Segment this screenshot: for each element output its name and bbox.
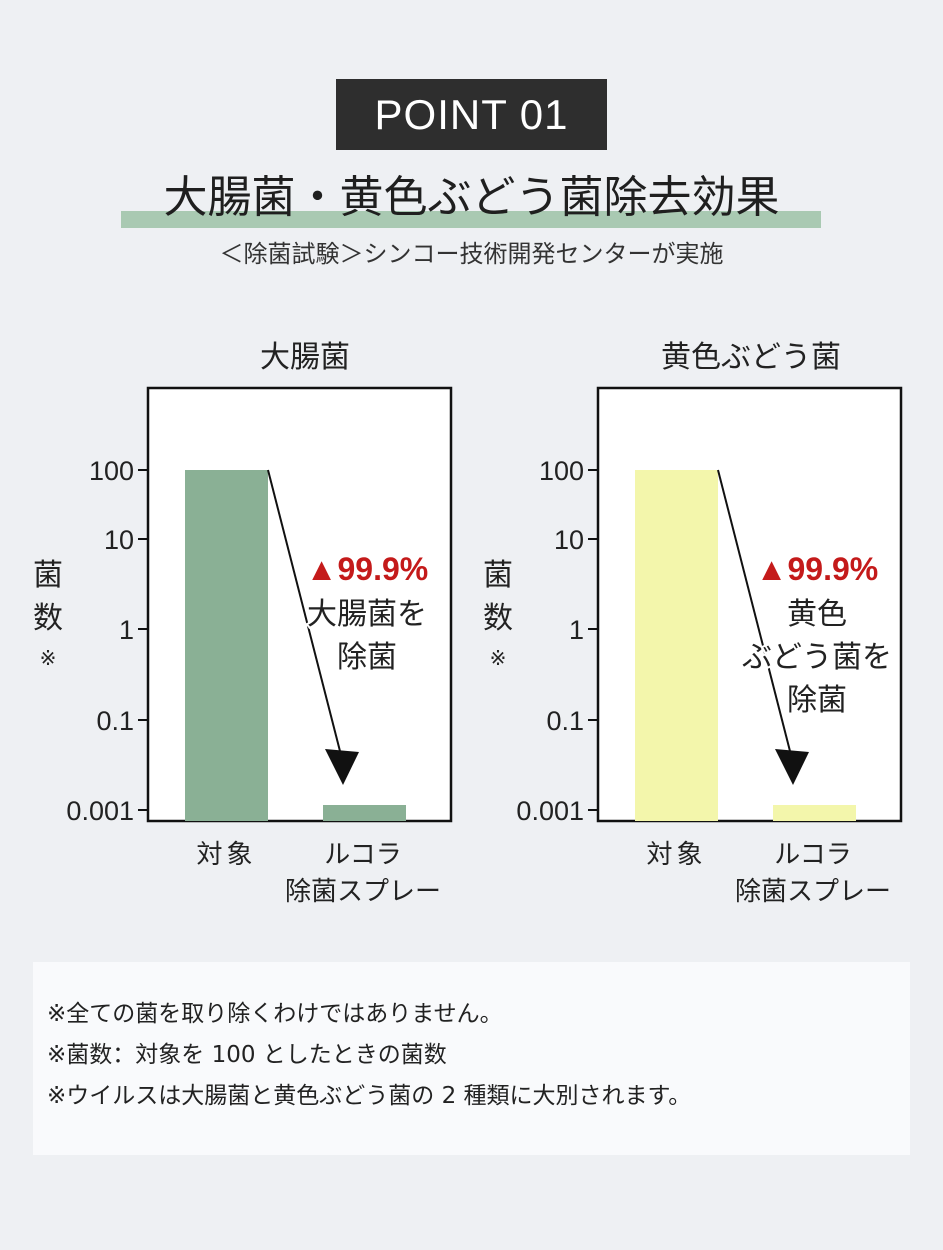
- y-axis-label: 菌: [483, 558, 513, 593]
- reduction-arrow-line: [717, 469, 793, 760]
- y-axis-label: ※: [490, 646, 507, 670]
- y-tick-label: 0.1: [546, 706, 584, 736]
- y-axis-label: ※: [40, 646, 57, 670]
- annotation-text: 除菌: [337, 640, 397, 675]
- y-tick-label: 10: [104, 525, 134, 555]
- x-tick-label: 対象: [196, 840, 256, 870]
- y-tick-label: 1: [569, 615, 584, 645]
- y-tick-label: 10: [554, 525, 584, 555]
- point-badge-label: POINT 01: [374, 90, 569, 138]
- y-tick-label: 1: [119, 615, 134, 645]
- y-axis-label: 数: [483, 601, 513, 636]
- annotation-text: 大腸菌を: [307, 597, 427, 632]
- annotation-text: 除菌: [787, 683, 847, 718]
- notes-box: ※全ての菌を取り除くわけではありません。 ※菌数：対象を 100 としたときの菌…: [33, 962, 910, 1155]
- y-tick-label: 100: [539, 456, 584, 486]
- y-tick-label: 0.001: [516, 796, 584, 826]
- bar: [635, 470, 718, 821]
- title-block: 大腸菌・黄色ぶどう菌除去効果: [0, 165, 943, 235]
- x-tick-label: 対象: [646, 840, 706, 870]
- annotation-text: ぶどう菌を: [742, 640, 892, 675]
- x-tick-label: 除菌スプレー: [735, 877, 891, 907]
- reduction-value: ▲99.9%: [756, 551, 878, 587]
- reduction-arrow-head: [775, 749, 809, 785]
- page-title: 大腸菌・黄色ぶどう菌除去効果: [163, 172, 780, 223]
- x-tick-label: ルコラ: [324, 840, 401, 870]
- y-tick-label: 0.1: [96, 706, 134, 736]
- point-badge: POINT 01: [336, 79, 607, 150]
- y-tick-label: 0.001: [66, 796, 134, 826]
- y-tick-label: 100: [89, 456, 134, 486]
- note-line: ※菌数：対象を 100 としたときの菌数: [47, 1042, 447, 1068]
- note-line: ※全ての菌を取り除くわけではありません。: [47, 1001, 503, 1027]
- y-axis-label: 数: [33, 601, 63, 636]
- annotation-text: 黄色: [787, 597, 847, 632]
- chart-title-ecoli: 大腸菌: [260, 340, 350, 375]
- bar: [773, 805, 856, 821]
- reduction-arrow-line: [267, 469, 343, 760]
- x-tick-label: 除菌スプレー: [285, 877, 441, 907]
- reduction-value: ▲99.9%: [306, 551, 428, 587]
- note-line: ※ウイルスは大腸菌と黄色ぶどう菌の 2 種類に大別されます。: [47, 1083, 692, 1109]
- title-underline: [121, 211, 821, 228]
- x-tick-label: ルコラ: [774, 840, 851, 870]
- y-axis-label: 菌: [33, 558, 63, 593]
- page-subtitle: ＜除菌試験＞シンコー技術開発センターが実施: [219, 240, 724, 268]
- chart-title-staph: 黄色ぶどう菌: [661, 340, 841, 375]
- bar: [185, 470, 268, 821]
- reduction-arrow-head: [325, 749, 359, 785]
- bar: [323, 805, 406, 821]
